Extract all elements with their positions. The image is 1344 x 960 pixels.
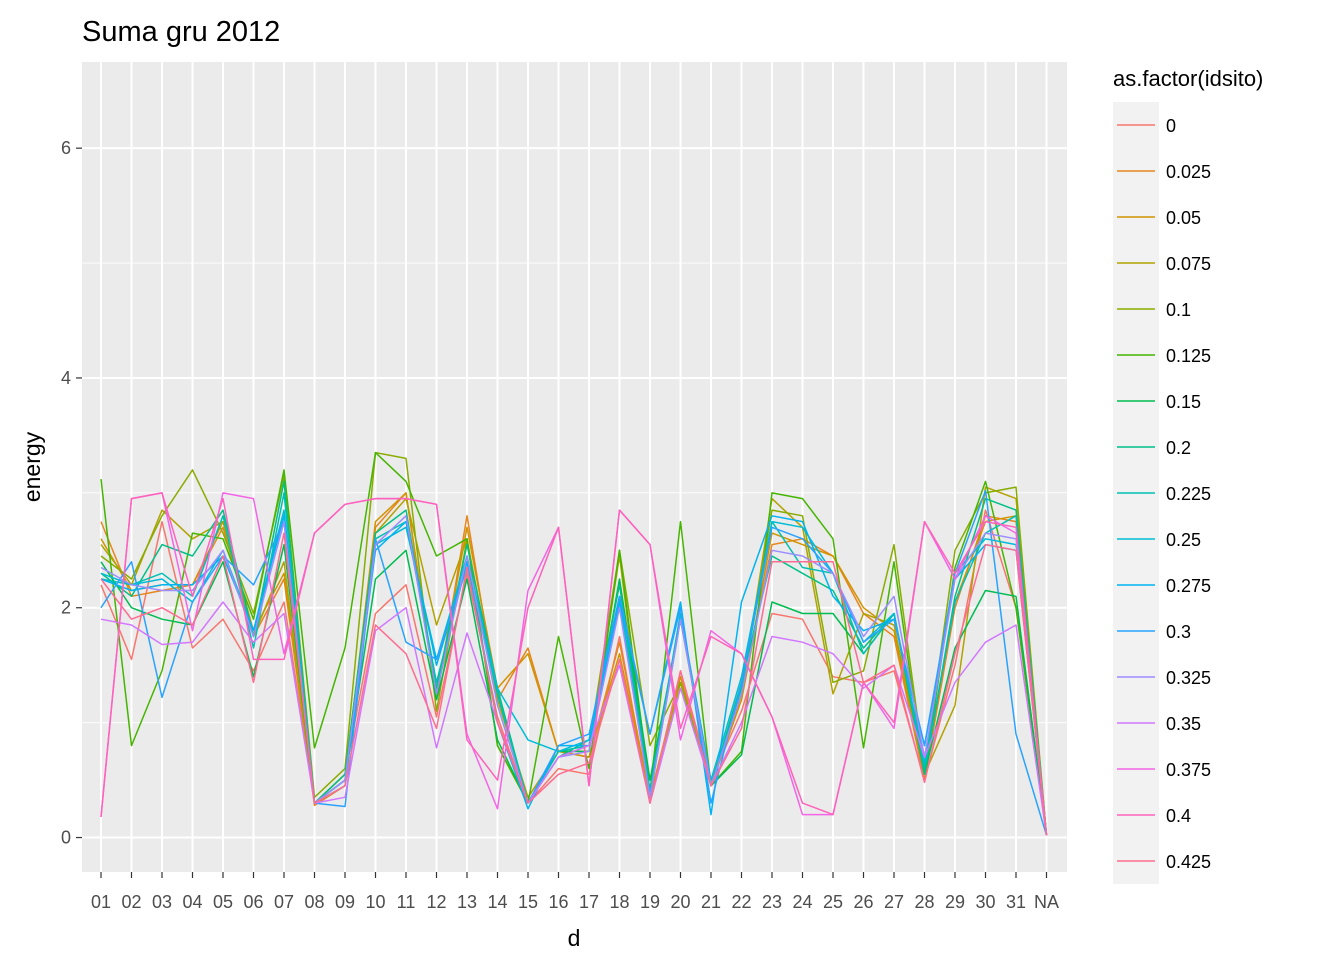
x-tick-label: 14 <box>487 892 507 912</box>
series-line-10 <box>100 515 1048 836</box>
x-tick-label: 05 <box>213 892 233 912</box>
legend-title: as.factor(idsito) <box>1113 66 1263 91</box>
legend-label: 0.325 <box>1166 668 1211 688</box>
x-tick-label: 09 <box>335 892 355 912</box>
y-tick-label: 2 <box>61 598 71 618</box>
x-tick-label: 31 <box>1006 892 1026 912</box>
y-axis: 0 2 4 6 <box>61 138 82 848</box>
series-lines <box>100 451 1048 836</box>
legend-label: 0.15 <box>1166 392 1201 412</box>
x-tick-label: 03 <box>152 892 172 912</box>
series-line-16 <box>100 532 1048 836</box>
x-tick-label: 20 <box>670 892 690 912</box>
x-tick-label: 06 <box>243 892 263 912</box>
series-line-13 <box>100 601 1048 836</box>
x-tick-label: 01 <box>91 892 111 912</box>
legend-label: 0.05 <box>1166 208 1201 228</box>
series-line-12 <box>100 515 1048 836</box>
x-tick-label: 13 <box>457 892 477 912</box>
chart-title: Suma gru 2012 <box>82 16 280 48</box>
x-tick-label: 23 <box>762 892 782 912</box>
legend-label: 0.3 <box>1166 622 1191 642</box>
legend-label: 0.2 <box>1166 438 1191 458</box>
x-tick-label: 28 <box>914 892 934 912</box>
x-tick-label: 10 <box>365 892 385 912</box>
x-tick-label: 11 <box>397 892 416 912</box>
x-tick-label: 12 <box>426 892 446 912</box>
plot-panel <box>82 62 1067 872</box>
x-tick-label: 08 <box>304 892 324 912</box>
y-tick-label: 6 <box>61 138 71 158</box>
x-tick-label: 15 <box>518 892 538 912</box>
legend-label: 0.225 <box>1166 484 1211 504</box>
legend-label: 0.425 <box>1166 852 1211 872</box>
x-axis: 01 02 03 04 05 06 07 08 09 10 11 12 13 14 15 16 17 18 19 20… <box>91 872 1059 912</box>
legend-label: 0.375 <box>1166 760 1211 780</box>
y-axis-title: energy <box>19 431 45 502</box>
legend-label: 0.275 <box>1166 576 1211 596</box>
x-tick-label: 21 <box>701 892 721 912</box>
x-tick-label: 07 <box>274 892 294 912</box>
legend-label: 0.1 <box>1166 300 1191 320</box>
legend-label: 0.4 <box>1166 806 1191 826</box>
x-tick-label: 29 <box>945 892 965 912</box>
x-tick-label: 30 <box>975 892 995 912</box>
legend-label: 0.025 <box>1166 162 1211 182</box>
series-line-5 <box>100 451 1048 836</box>
y-tick-label: 4 <box>61 368 71 388</box>
x-tick-label: 27 <box>884 892 904 912</box>
x-tick-label: NA <box>1034 892 1059 912</box>
legend-label: 0.35 <box>1166 714 1201 734</box>
legend-label: 0.125 <box>1166 346 1211 366</box>
legend: as.factor(idsito) 0 0.025 0.05 0.075 0.1 0.12… <box>1113 66 1263 884</box>
x-tick-label: 19 <box>640 892 660 912</box>
x-tick-label: 26 <box>853 892 873 912</box>
legend-label: 0 <box>1166 116 1176 136</box>
x-tick-label: 25 <box>823 892 843 912</box>
x-tick-label: 24 <box>792 892 812 912</box>
x-tick-label: 22 <box>731 892 751 912</box>
legend-label: 0.075 <box>1166 254 1211 274</box>
x-tick-label: 02 <box>121 892 141 912</box>
legend-label: 0.25 <box>1166 530 1201 550</box>
x-tick-label: 18 <box>609 892 629 912</box>
x-tick-label: 04 <box>182 892 202 912</box>
x-tick-label: 17 <box>579 892 599 912</box>
x-axis-title: d <box>568 925 581 951</box>
series-line-11 <box>100 489 1048 836</box>
y-tick-label: 0 <box>61 828 71 848</box>
x-tick-label: 16 <box>548 892 568 912</box>
series-line-8 <box>100 492 1048 836</box>
